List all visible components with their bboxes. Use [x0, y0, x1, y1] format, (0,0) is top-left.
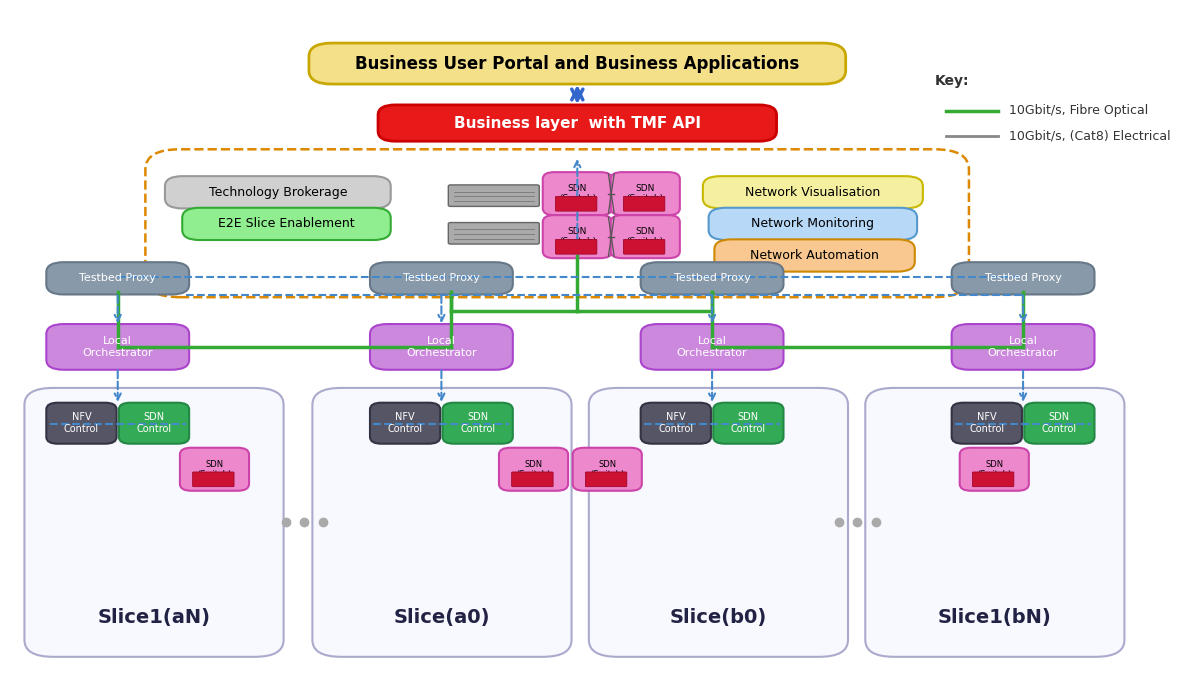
Text: Testbed Proxy: Testbed Proxy — [673, 273, 750, 284]
FancyBboxPatch shape — [511, 472, 553, 487]
Text: Business layer  with TMF API: Business layer with TMF API — [454, 115, 701, 130]
FancyBboxPatch shape — [972, 472, 1014, 487]
FancyBboxPatch shape — [542, 172, 612, 215]
FancyBboxPatch shape — [952, 324, 1094, 370]
Text: Key:: Key: — [935, 74, 968, 88]
Text: Technology Brokerage: Technology Brokerage — [209, 186, 347, 199]
Text: SDN
(Switch): SDN (Switch) — [626, 227, 664, 246]
Text: SDN
(Switch): SDN (Switch) — [516, 460, 551, 479]
Text: SDN
(Switch): SDN (Switch) — [977, 460, 1012, 479]
FancyBboxPatch shape — [703, 176, 923, 209]
FancyBboxPatch shape — [556, 240, 596, 254]
Text: NFV
Control: NFV Control — [64, 412, 100, 434]
FancyBboxPatch shape — [370, 262, 512, 294]
FancyBboxPatch shape — [611, 215, 680, 258]
FancyBboxPatch shape — [623, 196, 665, 211]
Text: NFV
Control: NFV Control — [659, 412, 694, 434]
Text: Testbed Proxy: Testbed Proxy — [985, 273, 1062, 284]
FancyBboxPatch shape — [24, 388, 283, 657]
FancyBboxPatch shape — [611, 172, 680, 215]
FancyBboxPatch shape — [312, 388, 571, 657]
Text: Network Visualisation: Network Visualisation — [745, 186, 881, 199]
FancyBboxPatch shape — [47, 262, 190, 294]
FancyBboxPatch shape — [952, 403, 1022, 443]
Text: Local
Orchestrator: Local Orchestrator — [988, 336, 1058, 358]
Text: 10Gbit/s, Fibre Optical: 10Gbit/s, Fibre Optical — [1009, 105, 1148, 117]
FancyBboxPatch shape — [378, 105, 776, 141]
FancyBboxPatch shape — [641, 403, 710, 443]
Text: SDN
Control: SDN Control — [1042, 412, 1076, 434]
FancyBboxPatch shape — [449, 223, 539, 244]
Text: NFV
Control: NFV Control — [970, 412, 1004, 434]
Text: SDN
Control: SDN Control — [460, 412, 496, 434]
Text: Slice(b0): Slice(b0) — [670, 608, 767, 626]
FancyBboxPatch shape — [164, 176, 391, 209]
Text: Business User Portal and Business Applications: Business User Portal and Business Applic… — [355, 55, 799, 73]
Text: SDN
Control: SDN Control — [137, 412, 172, 434]
FancyBboxPatch shape — [370, 403, 440, 443]
FancyBboxPatch shape — [499, 448, 568, 491]
FancyBboxPatch shape — [713, 403, 784, 443]
FancyBboxPatch shape — [1025, 403, 1094, 443]
FancyBboxPatch shape — [308, 43, 846, 84]
FancyBboxPatch shape — [443, 403, 512, 443]
Text: SDN
(Switch): SDN (Switch) — [590, 460, 624, 479]
FancyBboxPatch shape — [572, 448, 642, 491]
Text: E2E Slice Enablement: E2E Slice Enablement — [218, 217, 355, 230]
FancyBboxPatch shape — [119, 403, 190, 443]
FancyBboxPatch shape — [542, 215, 612, 258]
FancyBboxPatch shape — [370, 324, 512, 370]
Text: 10Gbit/s, (Cat8) Electrical: 10Gbit/s, (Cat8) Electrical — [1009, 130, 1171, 142]
Text: Local
Orchestrator: Local Orchestrator — [677, 336, 748, 358]
FancyBboxPatch shape — [865, 388, 1124, 657]
FancyBboxPatch shape — [47, 403, 116, 443]
Text: Network Automation: Network Automation — [750, 249, 880, 262]
Text: Testbed Proxy: Testbed Proxy — [403, 273, 480, 284]
Text: NFV
Control: NFV Control — [388, 412, 422, 434]
Text: Slice1(aN): Slice1(aN) — [97, 608, 210, 626]
Text: SDN
(Switch): SDN (Switch) — [626, 184, 664, 203]
FancyBboxPatch shape — [192, 472, 234, 487]
FancyBboxPatch shape — [952, 262, 1094, 294]
FancyBboxPatch shape — [641, 324, 784, 370]
FancyBboxPatch shape — [714, 240, 914, 271]
FancyBboxPatch shape — [623, 240, 665, 254]
FancyBboxPatch shape — [586, 472, 626, 487]
FancyBboxPatch shape — [180, 448, 250, 491]
FancyBboxPatch shape — [556, 196, 596, 211]
Text: Network Monitoring: Network Monitoring — [751, 217, 875, 230]
Text: Slice(a0): Slice(a0) — [394, 608, 491, 626]
FancyBboxPatch shape — [589, 388, 848, 657]
FancyBboxPatch shape — [641, 262, 784, 294]
Text: Local
Orchestrator: Local Orchestrator — [406, 336, 476, 358]
FancyBboxPatch shape — [449, 185, 539, 207]
FancyBboxPatch shape — [960, 448, 1028, 491]
Text: Local
Orchestrator: Local Orchestrator — [83, 336, 154, 358]
FancyBboxPatch shape — [182, 208, 391, 240]
Text: SDN
(Switch): SDN (Switch) — [559, 227, 596, 246]
Text: Slice1(bN): Slice1(bN) — [938, 608, 1051, 626]
FancyBboxPatch shape — [709, 208, 917, 240]
Text: SDN
(Switch): SDN (Switch) — [197, 460, 232, 479]
FancyBboxPatch shape — [47, 324, 190, 370]
Text: Testbed Proxy: Testbed Proxy — [79, 273, 156, 284]
Text: SDN
(Switch): SDN (Switch) — [559, 184, 596, 203]
Text: SDN
Control: SDN Control — [731, 412, 766, 434]
